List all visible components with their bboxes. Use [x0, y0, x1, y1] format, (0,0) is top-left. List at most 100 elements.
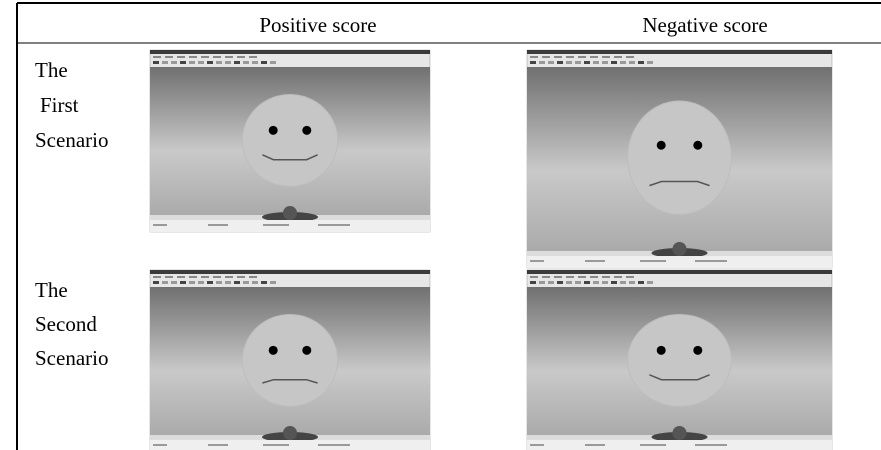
toolbar-icon — [539, 281, 545, 284]
screenshot — [150, 50, 430, 232]
status-text — [585, 260, 605, 262]
eye — [269, 346, 278, 355]
toolbar-icon — [216, 61, 222, 64]
toolbar-icon — [171, 61, 177, 64]
menu-item — [578, 56, 586, 58]
table: Positive score Negative score The First … — [0, 0, 881, 450]
toolbar-icon — [593, 61, 599, 64]
eye — [302, 126, 311, 135]
toolbar-icon — [162, 281, 168, 284]
title-bar — [527, 50, 832, 54]
row-label: Scenario — [35, 128, 108, 152]
toolbar-icon — [252, 281, 258, 284]
title-bar — [150, 270, 430, 274]
row-label: The — [35, 278, 68, 302]
toolbar-icon — [638, 281, 644, 284]
toolbar-icon — [180, 61, 186, 64]
screenshot — [527, 270, 832, 450]
column-header: Negative score — [642, 13, 767, 37]
menu-item — [614, 276, 622, 278]
menu-item — [213, 276, 221, 278]
menu-item — [626, 56, 634, 58]
toolbar-icon — [171, 281, 177, 284]
status-text — [695, 444, 727, 446]
toolbar-icon — [243, 281, 249, 284]
title-bar — [527, 270, 832, 274]
menu-item — [530, 56, 538, 58]
toolbar-icon — [557, 281, 563, 284]
menu-item — [542, 276, 550, 278]
toolbar-icon — [548, 61, 554, 64]
toolbar-icon — [261, 61, 267, 64]
toolbar-icon — [234, 61, 240, 64]
toolbar-icon — [575, 61, 581, 64]
menu-item — [153, 276, 161, 278]
face — [242, 95, 337, 187]
toolbar-icon — [153, 281, 159, 284]
menu-item — [165, 276, 173, 278]
toolbar-icon — [620, 61, 626, 64]
status-text — [530, 444, 544, 446]
eye — [693, 141, 702, 150]
face — [628, 101, 732, 214]
status-text — [208, 444, 228, 446]
menu-item — [542, 56, 550, 58]
toolbar-icon — [548, 281, 554, 284]
menu-item — [225, 276, 233, 278]
toolbar-icon — [539, 61, 545, 64]
menu-item — [165, 56, 173, 58]
eye — [657, 141, 666, 150]
toolbar-icon — [647, 61, 653, 64]
status-bar — [527, 256, 832, 268]
menu-item — [530, 276, 538, 278]
title-bar — [150, 50, 430, 54]
row-label: The — [35, 58, 68, 82]
toolbar-icon — [638, 61, 644, 64]
menu-item — [590, 276, 598, 278]
navigation-knob — [283, 206, 297, 220]
status-text — [530, 260, 544, 262]
toolbar-icon — [252, 61, 258, 64]
eye — [693, 346, 702, 355]
eye — [269, 126, 278, 135]
menu-item — [590, 56, 598, 58]
row-label: Second — [35, 312, 97, 336]
toolbar-icon — [584, 281, 590, 284]
toolbar-icon — [566, 61, 572, 64]
status-bar — [150, 440, 430, 450]
status-bar — [527, 440, 832, 450]
toolbar-icon — [270, 281, 276, 284]
status-text — [318, 224, 350, 226]
menu-item — [177, 56, 185, 58]
menu-item — [566, 276, 574, 278]
menu-item — [213, 56, 221, 58]
screenshot — [527, 50, 832, 268]
row-label: First — [40, 93, 79, 117]
menu-item — [578, 276, 586, 278]
status-text — [263, 224, 289, 226]
screenshot — [150, 270, 430, 450]
eye — [657, 346, 666, 355]
menu-item — [566, 56, 574, 58]
toolbar-icon — [602, 281, 608, 284]
menu-item — [201, 56, 209, 58]
toolbar-icon — [189, 61, 195, 64]
eye — [302, 346, 311, 355]
toolbar-icon — [620, 281, 626, 284]
toolbar-icon — [584, 61, 590, 64]
menu-item — [237, 276, 245, 278]
navigation-knob — [673, 242, 687, 256]
toolbar-icon — [225, 281, 231, 284]
menu-item — [189, 276, 197, 278]
menu-item — [225, 56, 233, 58]
toolbar-icon — [207, 281, 213, 284]
toolbar-icon — [216, 281, 222, 284]
toolbar-icon — [575, 281, 581, 284]
menu-item — [602, 56, 610, 58]
toolbar-icon — [153, 61, 159, 64]
menu-item — [554, 276, 562, 278]
toolbar-icon — [180, 281, 186, 284]
navigation-knob — [283, 426, 297, 440]
toolbar-icon — [611, 61, 617, 64]
figure-table: Positive score Negative score The First … — [0, 0, 881, 450]
